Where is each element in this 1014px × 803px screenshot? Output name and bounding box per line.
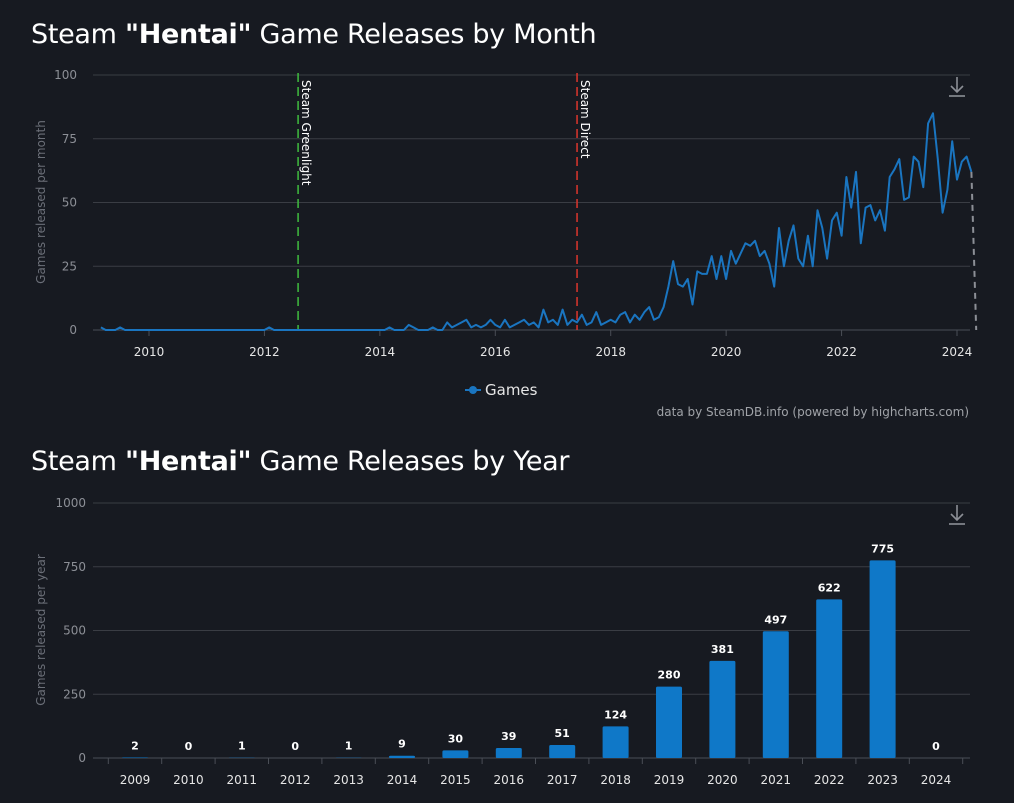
y-tick-label: 0 bbox=[78, 751, 86, 765]
series-line-projection bbox=[970, 171, 978, 331]
y-tick-label: 50 bbox=[62, 196, 77, 210]
plot-label-direct: Steam Direct bbox=[578, 80, 592, 159]
data-label-2016: 39 bbox=[501, 730, 516, 743]
bar-2022 bbox=[816, 599, 843, 758]
data-label-2015: 30 bbox=[448, 732, 464, 745]
x-tick-label: 2023 bbox=[867, 773, 898, 787]
x-tick-label: 2009 bbox=[120, 773, 151, 787]
y-tick-label: 750 bbox=[63, 560, 86, 574]
x-tick-label: 2020 bbox=[711, 345, 742, 359]
y-tick-label: 250 bbox=[63, 687, 86, 701]
download-icon bbox=[949, 505, 965, 525]
y-tick-label: 100 bbox=[54, 68, 77, 82]
data-label-2013: 1 bbox=[345, 740, 353, 753]
y-axis-title: Games released per month bbox=[34, 120, 48, 284]
data-label-2011: 1 bbox=[238, 740, 246, 753]
y-tick-label: 500 bbox=[63, 624, 86, 638]
bar-2018 bbox=[602, 726, 629, 758]
x-tick-label: 2022 bbox=[814, 773, 845, 787]
y-tick-label: 75 bbox=[62, 132, 77, 146]
x-tick-label: 2012 bbox=[249, 345, 280, 359]
bar-2020 bbox=[709, 660, 736, 758]
x-tick-label: 2019 bbox=[654, 773, 685, 787]
plot-label-greenlight: Steam Greenlight bbox=[299, 80, 313, 186]
x-tick-label: 2011 bbox=[227, 773, 258, 787]
data-label-2020: 381 bbox=[711, 643, 734, 656]
y-tick-label: 0 bbox=[69, 323, 77, 337]
bar-2017 bbox=[549, 744, 576, 758]
credit-link[interactable]: data by SteamDB.info (powered by highcha… bbox=[657, 405, 969, 419]
x-tick-label: 2016 bbox=[494, 773, 525, 787]
month-chart-title: Steam "Hentai" Game Releases by Month bbox=[31, 19, 597, 50]
x-tick-label: 2012 bbox=[280, 773, 311, 787]
bar-2023 bbox=[869, 560, 896, 758]
bar-2014 bbox=[389, 755, 415, 758]
bar-2016 bbox=[495, 748, 522, 758]
x-tick-label: 2016 bbox=[480, 345, 511, 359]
export-button[interactable] bbox=[944, 74, 970, 100]
x-tick-label: 2010 bbox=[173, 773, 204, 787]
bar-2009 bbox=[122, 757, 148, 758]
data-label-2014: 9 bbox=[398, 738, 406, 751]
data-label-2024: 0 bbox=[932, 740, 940, 753]
data-label-2023: 775 bbox=[871, 542, 894, 555]
x-tick-label: 2022 bbox=[826, 345, 857, 359]
y-tick-label: 25 bbox=[62, 259, 77, 273]
data-label-2009: 2 bbox=[131, 739, 139, 752]
data-label-2022: 622 bbox=[818, 581, 841, 594]
y-tick-label: 1000 bbox=[55, 496, 86, 510]
x-tick-label: 2024 bbox=[942, 345, 973, 359]
bar-2019 bbox=[656, 686, 682, 758]
series-line-games bbox=[100, 112, 973, 331]
x-tick-label: 2017 bbox=[547, 773, 578, 787]
year-chart-title: Steam "Hentai" Game Releases by Year bbox=[31, 446, 570, 477]
bar-2021 bbox=[762, 631, 789, 758]
bar-2015 bbox=[442, 750, 469, 758]
data-label-2018: 124 bbox=[604, 708, 627, 721]
x-tick-label: 2014 bbox=[365, 345, 396, 359]
data-label-2012: 0 bbox=[291, 740, 299, 753]
data-label-2017: 51 bbox=[555, 727, 570, 740]
x-tick-label: 2013 bbox=[333, 773, 364, 787]
x-tick-label: 2018 bbox=[595, 345, 626, 359]
x-tick-label: 2020 bbox=[707, 773, 738, 787]
legend-marker bbox=[469, 386, 477, 394]
data-label-2010: 0 bbox=[185, 740, 193, 753]
legend-label-games: Games bbox=[485, 381, 538, 399]
data-label-2021: 497 bbox=[764, 613, 787, 626]
x-tick-label: 2015 bbox=[440, 773, 471, 787]
x-tick-label: 2010 bbox=[134, 345, 165, 359]
data-label-2019: 280 bbox=[658, 669, 681, 682]
legend-item-games[interactable]: Games bbox=[465, 381, 538, 399]
x-tick-label: 2018 bbox=[600, 773, 631, 787]
x-tick-label: 2021 bbox=[761, 773, 792, 787]
x-tick-label: 2014 bbox=[387, 773, 418, 787]
y-axis-title: Games released per year bbox=[34, 554, 48, 706]
export-button[interactable] bbox=[944, 502, 970, 528]
monthly-line-chart: 0 25 50 75 100 Games released per month 2010… bbox=[34, 68, 978, 419]
x-tick-label: 2024 bbox=[921, 773, 952, 787]
download-icon bbox=[949, 77, 965, 97]
